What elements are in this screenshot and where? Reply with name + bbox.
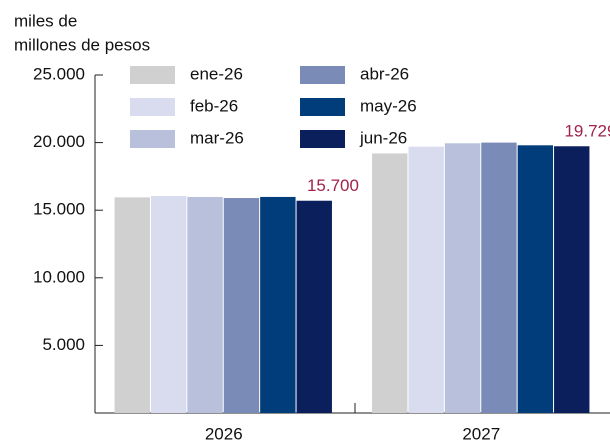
x-tick-label: 2026 [205,424,243,443]
legend-swatch [130,130,175,148]
legend-label: jun-26 [359,128,407,147]
bar [408,146,444,413]
bar [296,200,332,413]
legend-swatch [300,66,345,84]
bar [444,143,481,413]
data-label: 19.729 [564,122,610,141]
bar [150,196,187,413]
y-axis-label: miles de [14,11,77,30]
legend-label: abr-26 [360,64,409,83]
y-tick-label: 5.000 [42,335,85,354]
y-tick-label: 25.000 [33,64,85,83]
bar [517,145,554,413]
x-tick-label: 2027 [462,424,500,443]
y-tick-label: 20.000 [33,132,85,151]
legend-label: ene-26 [190,64,243,83]
legend-label: mar-26 [190,128,244,147]
bar [481,142,517,413]
bar [114,197,150,413]
legend-swatch [300,130,345,148]
legend-swatch [130,66,175,84]
y-tick-label: 15.000 [33,200,85,219]
legend-label: may-26 [360,96,417,115]
y-tick-label: 10.000 [33,267,85,286]
bar [187,196,223,413]
bar [554,146,590,413]
legend-swatch [300,98,345,116]
legend-label: feb-26 [190,96,238,115]
bar [372,153,408,413]
data-label: 15.700 [307,176,359,195]
legend-swatch [130,98,175,116]
y-axis-label: millones de pesos [14,35,150,54]
bar [260,196,296,413]
bar [223,198,260,413]
